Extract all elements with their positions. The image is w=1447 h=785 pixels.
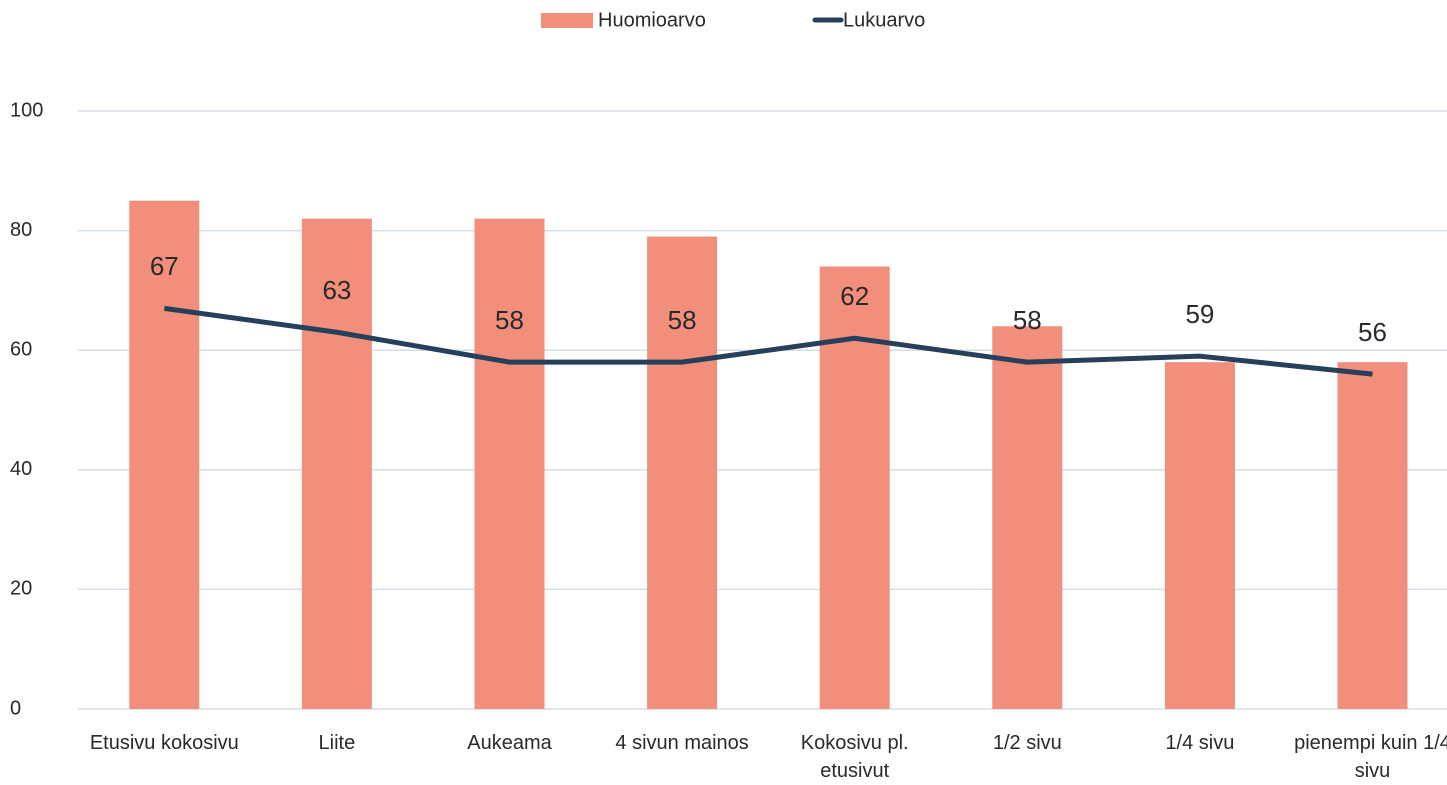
bar	[1164, 362, 1235, 709]
y-tick-label: 0	[10, 697, 21, 719]
y-tick-label: 40	[10, 458, 32, 480]
bar	[647, 236, 718, 709]
x-tick-label: 1/4 sivu	[1165, 732, 1235, 754]
y-tick-label: 60	[10, 338, 32, 360]
data-label: 58	[1013, 305, 1042, 335]
x-tick-label: pienempi kuin 1/4 sivu	[1294, 732, 1447, 782]
y-tick-label: 80	[10, 219, 32, 241]
data-label: 67	[150, 251, 179, 281]
bar	[1337, 362, 1408, 709]
data-label: 58	[668, 305, 697, 335]
y-tick-label: 100	[10, 99, 43, 121]
line	[163, 305, 1373, 377]
y-tick-label: 20	[10, 578, 32, 600]
bar	[301, 218, 372, 709]
x-tick-label: Aukeama	[467, 732, 552, 754]
bar	[819, 266, 890, 709]
legend-label: Huomioarvo	[598, 9, 706, 31]
bar	[129, 200, 200, 709]
x-tick-label: 1/2 sivu	[992, 732, 1062, 754]
data-label: 58	[495, 305, 524, 335]
data-label: 56	[1358, 317, 1387, 347]
legend-swatch	[541, 13, 593, 28]
data-label: 62	[840, 281, 869, 311]
x-tick-label: Kokosivu pl. etusivut	[800, 732, 909, 782]
legend-label: Lukuarvo	[843, 9, 925, 31]
x-tick-label: Liite	[318, 732, 356, 754]
x-tick-label: 4 sivun mainos	[615, 732, 749, 754]
bar	[992, 326, 1063, 709]
data-label: 63	[322, 275, 351, 305]
data-label: 59	[1185, 299, 1214, 329]
bar	[474, 218, 545, 709]
x-tick-label: Etusivu kokosivu	[89, 732, 239, 754]
